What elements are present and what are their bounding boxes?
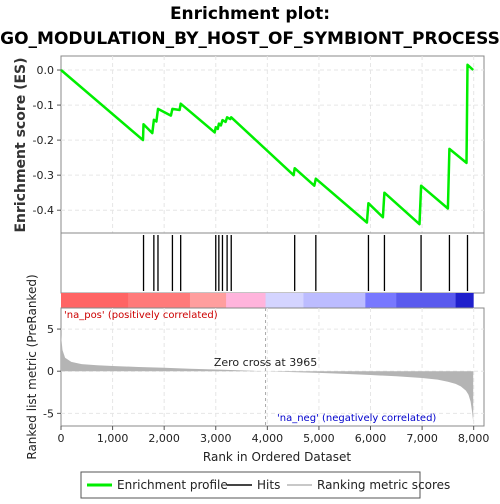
ranking-y-tick-label: 5 bbox=[47, 323, 54, 336]
ranking-y-tick-label: 0 bbox=[47, 365, 54, 378]
chart-subtitle: GO_MODULATION_BY_HOST_OF_SYMBIONT_PROCES… bbox=[0, 29, 500, 49]
enrichment-profile-line bbox=[60, 63, 475, 226]
es-panel-frame bbox=[60, 55, 485, 234]
x-tick-label: 4,000 bbox=[252, 432, 284, 445]
na-pos-label: 'na_pos' (positively correlated) bbox=[64, 310, 218, 321]
hits-panel-frame bbox=[60, 232, 485, 294]
color-bar-segment bbox=[128, 293, 191, 308]
chart-title: Enrichment plot: bbox=[170, 4, 330, 24]
es-y-tick-label: -0.1 bbox=[33, 99, 54, 112]
legend-ranking-label: Ranking metric scores bbox=[317, 478, 450, 492]
es-grid bbox=[61, 56, 484, 233]
es-y-ticks: 0.0 -0.1 -0.2 -0.3 -0.4 bbox=[33, 64, 61, 217]
color-bar-segment bbox=[365, 293, 397, 308]
x-tick-label: 7,000 bbox=[406, 432, 438, 445]
x-tick-label: 8,000 bbox=[458, 432, 490, 445]
es-y-tick-label: -0.4 bbox=[33, 204, 54, 217]
es-y-tick-label: -0.3 bbox=[33, 169, 54, 182]
zero-cross-label: Zero cross at 3965 bbox=[214, 356, 317, 369]
es-y-tick-label: 0.0 bbox=[37, 64, 55, 77]
x-tick-label: 3,000 bbox=[200, 432, 232, 445]
x-tick-label: 6,000 bbox=[355, 432, 387, 445]
color-bar-segment bbox=[265, 293, 304, 308]
x-tick-label: 1,000 bbox=[97, 432, 129, 445]
x-axis-label: Rank in Ordered Dataset bbox=[203, 450, 351, 464]
x-tick-label: 0 bbox=[58, 432, 65, 445]
es-y-label: Enrichment score (ES) bbox=[13, 57, 29, 232]
ranking-y-label: Ranked list metric (PreRanked) bbox=[25, 274, 39, 459]
ranking-y-ticks: 5 0 -5 bbox=[43, 323, 61, 420]
hit-marks bbox=[142, 235, 469, 291]
x-tick-label: 5,000 bbox=[303, 432, 335, 445]
legend-profile-label: Enrichment profile bbox=[117, 478, 228, 492]
color-bar-segment bbox=[226, 293, 267, 308]
na-neg-label: 'na_neg' (negatively correlated) bbox=[277, 413, 436, 424]
legend-hits-label: Hits bbox=[257, 478, 280, 492]
x-tick-label: 2,000 bbox=[148, 432, 180, 445]
ranking-y-tick-label: -5 bbox=[43, 407, 54, 420]
rank-color-bar bbox=[61, 293, 474, 308]
color-bar-segment bbox=[396, 293, 457, 308]
color-bar-segment bbox=[303, 293, 366, 308]
es-y-tick-label: -0.2 bbox=[33, 134, 54, 147]
color-bar-segment bbox=[61, 293, 129, 308]
x-axis-ticks: 0 1,000 2,000 3,000 4,000 5,000 6,000 7,000 8,00… bbox=[58, 426, 490, 445]
color-bar-segment bbox=[455, 293, 474, 308]
color-bar-segment bbox=[189, 293, 227, 308]
